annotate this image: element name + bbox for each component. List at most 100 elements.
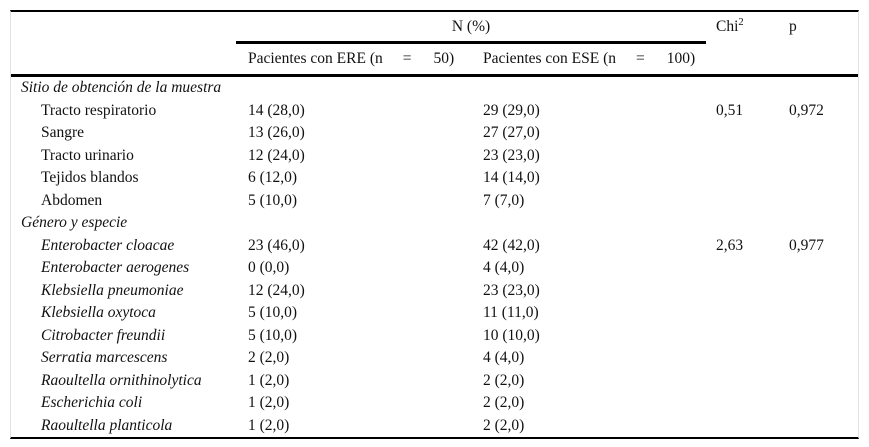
ere-value: 6 (12,0) (248, 169, 298, 187)
table-row: Sangre 13 (26,0) 27 (27,0) (11, 122, 858, 145)
chi2-value (706, 257, 771, 280)
chi2-value: 0,51 (716, 101, 744, 119)
ese-value: 4 (4,0) (483, 349, 525, 367)
ese-header-n: 100) (666, 50, 696, 67)
row-label: Klebsiella pneumoniae (41, 281, 184, 299)
table-row: Raoultella planticola 1 (2,0) 2 (2,0) (11, 415, 858, 438)
row-label: Serratia marcescens (41, 349, 168, 367)
table-row: Klebsiella oxytoca 5 (10,0) 11 (11,0) (11, 302, 858, 325)
ese-value: 2 (2,0) (483, 371, 525, 389)
p-value (771, 280, 858, 303)
ese-value: 10 (10,0) (483, 326, 540, 344)
ese-value: 27 (27,0) (483, 124, 540, 142)
table-row: Tracto urinario 12 (24,0) 23 (23,0) (11, 145, 858, 168)
header-row-columns: Pacientes con ERE (n = 50) Pacientes con E… (11, 42, 858, 77)
chi2-value (706, 190, 771, 213)
ese-value: 2 (2,0) (483, 394, 525, 412)
chi2-value (706, 325, 771, 348)
empty-header-cell (11, 42, 236, 77)
row-label: Sangre (41, 124, 85, 142)
p-value (771, 347, 858, 370)
ese-value: 29 (29,0) (483, 101, 540, 119)
ese-value: 23 (23,0) (483, 281, 540, 299)
ese-value: 2 (2,0) (483, 416, 525, 434)
row-label: Escherichia coli (41, 394, 143, 412)
table-row: Klebsiella pneumoniae 12 (24,0) 23 (23,0… (11, 280, 858, 303)
p-value: 0,977 (789, 236, 824, 254)
section-title: Sitio de obtención de la muestra (21, 79, 222, 97)
chi2-value (706, 280, 771, 303)
ere-header-prefix: Pacientes con ERE (n (248, 50, 383, 67)
chi2-value (706, 347, 771, 370)
empty-header-cell (706, 42, 771, 77)
ese-header-prefix: Pacientes con ESE (n (483, 50, 617, 67)
row-label: Enterobacter cloacae (41, 236, 175, 254)
chi2-value: 2,63 (716, 236, 744, 254)
row-label: Raoultella planticola (41, 416, 173, 434)
table-header: N (%) Chi2 p Pacientes con ERE (n = 50) Pa… (11, 12, 858, 77)
section-title: Género y especie (21, 214, 128, 232)
ere-value: 12 (24,0) (248, 146, 305, 164)
chi2-header-text: Chi (716, 18, 739, 36)
ere-value: 1 (2,0) (248, 371, 290, 389)
ere-value: 5 (10,0) (248, 326, 298, 344)
row-label: Tracto respiratorio (41, 101, 157, 119)
ere-value: 1 (2,0) (248, 394, 290, 412)
p-value (771, 145, 858, 168)
p-header: p (789, 18, 797, 36)
row-label: Citrobacter freundii (41, 326, 166, 344)
ese-value: 11 (11,0) (483, 304, 539, 322)
section-row: Género y especie (11, 212, 858, 235)
p-value (771, 257, 858, 280)
table-row: Escherichia coli 1 (2,0) 2 (2,0) (11, 392, 858, 415)
section-row: Sitio de obtención de la muestra (11, 76, 858, 100)
p-value (771, 392, 858, 415)
p-value (771, 370, 858, 393)
table-row: Citrobacter freundii 5 (10,0) 10 (10,0) (11, 325, 858, 348)
ese-value: 42 (42,0) (483, 236, 540, 254)
table-row: Enterobacter cloacae 23 (46,0) 42 (42,0)… (11, 235, 858, 258)
ere-value: 23 (46,0) (248, 236, 305, 254)
p-value (771, 415, 858, 438)
table-row: Tracto respiratorio 14 (28,0) 29 (29,0) … (11, 100, 858, 123)
chi2-value (706, 167, 771, 190)
chi2-value (706, 370, 771, 393)
n-percent-header: N (%) (236, 12, 706, 44)
table-row: Tejidos blandos 6 (12,0) 14 (14,0) (11, 167, 858, 190)
p-value: 0,972 (789, 101, 824, 119)
chi2-header: Chi2 (706, 12, 771, 43)
ese-column-header: Pacientes con ESE (n = 100) (471, 42, 706, 77)
p-value (771, 190, 858, 213)
ere-value: 14 (28,0) (248, 101, 305, 119)
table-row: Raoultella ornithinolytica 1 (2,0) 2 (2,… (11, 370, 858, 393)
empty-header-cell (11, 12, 236, 43)
ere-value: 5 (10,0) (248, 191, 298, 209)
table-body: Sitio de obtención de la muestra Tracto … (11, 76, 858, 438)
chi2-superscript: 2 (738, 17, 744, 29)
row-label: Tejidos blandos (41, 169, 139, 187)
chi2-value (706, 145, 771, 168)
ere-value: 2 (2,0) (248, 349, 290, 367)
empty-header-cell (771, 42, 858, 77)
ese-header-equals: = (636, 50, 645, 67)
ese-value: 14 (14,0) (483, 169, 540, 187)
ese-value: 4 (4,0) (483, 259, 525, 277)
ere-header-equals: = (402, 50, 412, 67)
results-table: N (%) Chi2 p Pacientes con ERE (n = 50) Pa… (11, 12, 858, 437)
ere-value: 1 (2,0) (248, 416, 290, 434)
header-row-top: N (%) Chi2 p (11, 12, 858, 44)
row-label: Enterobacter aerogenes (41, 259, 190, 277)
ese-value: 7 (7,0) (483, 191, 525, 209)
ere-value: 13 (26,0) (248, 124, 305, 142)
row-label: Tracto urinario (41, 146, 134, 164)
chi2-value (706, 392, 771, 415)
ere-value: 12 (24,0) (248, 281, 305, 299)
chi2-value (706, 415, 771, 438)
ere-value: 5 (10,0) (248, 304, 298, 322)
chi2-value (706, 302, 771, 325)
table-row: Abdomen 5 (10,0) 7 (7,0) (11, 190, 858, 213)
ere-header-n: 50) (433, 50, 455, 67)
p-value (771, 122, 858, 145)
p-value (771, 167, 858, 190)
